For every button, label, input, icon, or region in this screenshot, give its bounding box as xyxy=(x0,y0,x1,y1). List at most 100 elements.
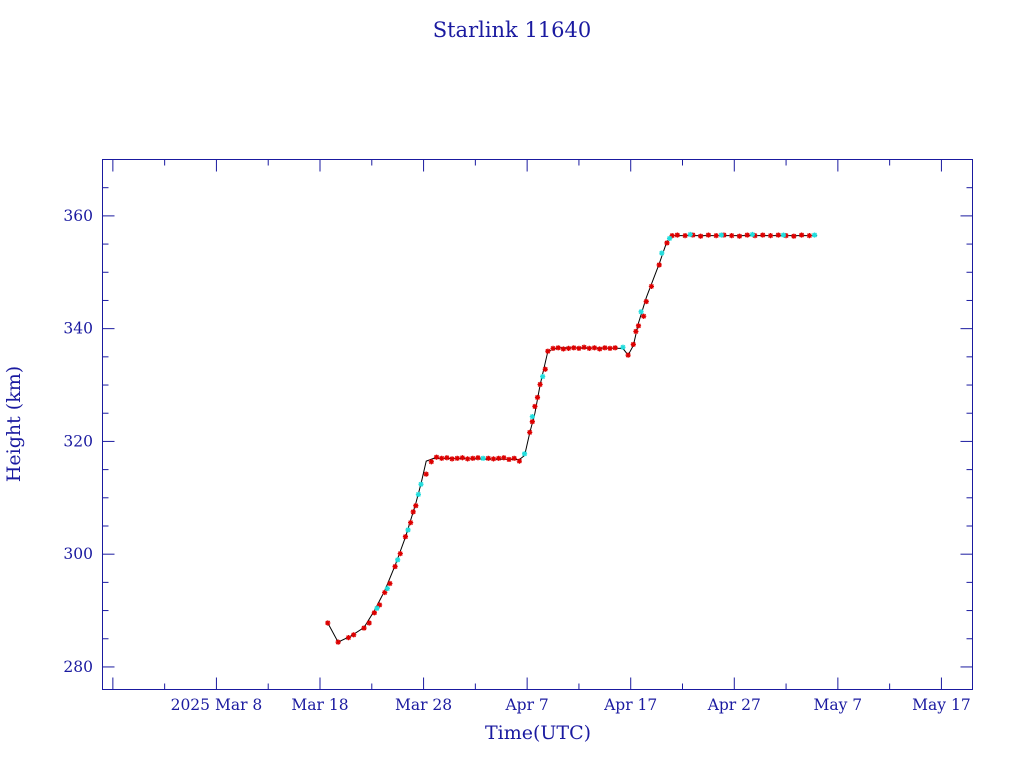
data-point xyxy=(630,341,636,348)
data-points xyxy=(325,231,818,645)
data-point xyxy=(698,233,704,239)
data-point xyxy=(418,481,424,487)
data-point xyxy=(780,232,787,238)
y-tick-label: 340 xyxy=(63,320,93,338)
data-point xyxy=(612,345,618,351)
data-point xyxy=(345,635,352,641)
data-point xyxy=(459,455,466,461)
data-point xyxy=(423,471,429,477)
data-point xyxy=(490,456,497,462)
data-point xyxy=(534,394,541,401)
data-point xyxy=(749,231,756,238)
data-point xyxy=(511,455,517,461)
x-tick-label: Mar 28 xyxy=(395,696,452,714)
data-point xyxy=(376,602,383,608)
data-point xyxy=(591,345,598,351)
data-point xyxy=(433,454,440,460)
data-point xyxy=(480,455,486,461)
data-point xyxy=(744,232,750,238)
data-point xyxy=(576,345,582,351)
data-point xyxy=(635,323,642,329)
data-point xyxy=(633,328,639,335)
data-point xyxy=(550,345,556,351)
tick-labels: 2025 Mar 8 Mar 18 Mar 28 Apr 7 Apr 17 Apr 27 M… xyxy=(63,207,970,714)
y-tick-label: 360 xyxy=(63,207,93,225)
trend-line xyxy=(327,235,818,643)
data-point xyxy=(687,231,693,238)
data-point xyxy=(384,585,390,592)
data-point xyxy=(325,620,331,626)
data-point xyxy=(439,455,445,461)
data-point xyxy=(527,429,533,435)
x-tick-label: Mar 18 xyxy=(291,696,348,714)
data-point xyxy=(638,309,644,315)
data-point xyxy=(581,344,587,350)
data-point xyxy=(597,346,603,352)
x-tick-label: Apr 7 xyxy=(504,696,548,714)
y-tick-label: 320 xyxy=(63,432,93,450)
data-point xyxy=(648,283,655,289)
data-point xyxy=(408,520,414,526)
data-point xyxy=(454,455,460,461)
data-point xyxy=(501,455,507,461)
data-point xyxy=(464,456,471,462)
x-tick-label: 2025 Mar 8 xyxy=(171,696,263,714)
x-tick-label: Apr 27 xyxy=(707,696,761,714)
data-point xyxy=(335,639,341,645)
data-point xyxy=(713,233,719,239)
data-point xyxy=(736,233,743,239)
data-point xyxy=(666,235,673,242)
data-point xyxy=(392,563,398,570)
data-point xyxy=(496,455,502,461)
data-point xyxy=(395,557,401,563)
data-point xyxy=(752,233,758,239)
data-point xyxy=(674,232,680,238)
y-tick-label: 280 xyxy=(63,658,93,676)
data-point xyxy=(382,589,388,596)
data-point xyxy=(410,509,416,515)
data-point xyxy=(470,455,476,461)
data-point xyxy=(806,233,812,239)
data-point xyxy=(387,580,393,587)
data-point xyxy=(669,233,675,239)
data-point xyxy=(485,455,491,461)
data-point xyxy=(767,233,774,239)
data-point xyxy=(405,527,411,533)
data-point xyxy=(506,456,512,463)
data-point xyxy=(643,298,649,305)
data-point xyxy=(529,414,535,420)
data-point xyxy=(516,458,522,464)
data-point xyxy=(402,534,409,540)
data-point xyxy=(620,344,626,350)
data-point xyxy=(641,313,647,319)
data-point xyxy=(532,403,538,410)
data-point xyxy=(475,455,481,461)
data-point xyxy=(705,232,711,238)
data-point xyxy=(444,455,450,461)
data-point xyxy=(371,610,377,616)
data-point xyxy=(555,345,561,351)
data-point xyxy=(545,348,551,354)
x-axis-label: Time(UTC) xyxy=(485,722,591,744)
data-point xyxy=(415,491,421,498)
data-point xyxy=(760,232,766,238)
data-point xyxy=(374,605,380,611)
data-point xyxy=(811,232,818,238)
data-point xyxy=(542,366,548,372)
data-point xyxy=(729,233,735,239)
data-point xyxy=(775,232,781,238)
x-tick-label: May 17 xyxy=(912,696,971,714)
data-point xyxy=(682,233,688,239)
data-point xyxy=(560,346,566,352)
data-point xyxy=(664,240,670,246)
data-point xyxy=(521,451,528,457)
data-point xyxy=(351,632,357,638)
data-point xyxy=(625,352,631,358)
data-point xyxy=(397,551,403,557)
data-point xyxy=(361,625,367,631)
data-point xyxy=(718,232,724,238)
x-tick-label: Apr 17 xyxy=(603,696,657,714)
y-tick-label: 300 xyxy=(63,545,93,563)
data-point xyxy=(571,345,577,351)
